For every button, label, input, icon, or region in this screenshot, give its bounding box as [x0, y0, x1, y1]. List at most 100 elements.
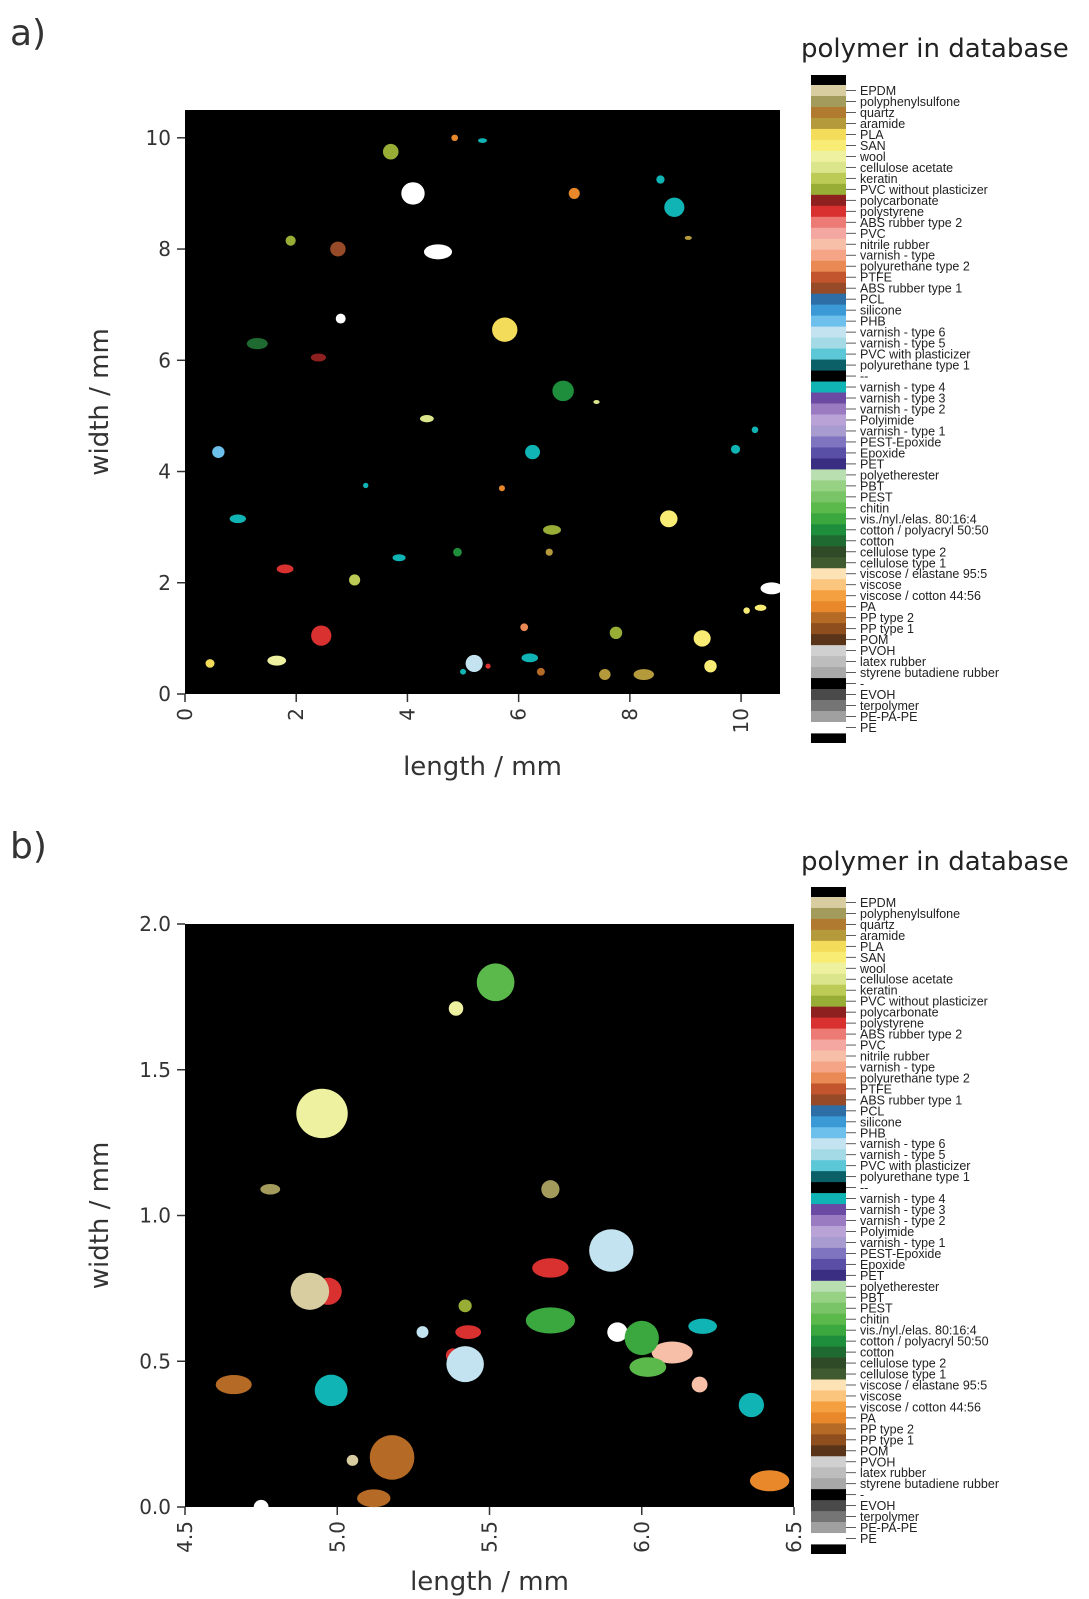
- legend-swatch: [811, 535, 846, 547]
- particle: [349, 574, 361, 586]
- legend-swatch: [811, 1039, 846, 1051]
- legend-swatch: [811, 172, 846, 185]
- particle: [346, 1454, 359, 1466]
- legend-label: PBT: [860, 479, 885, 493]
- legend-swatch: [811, 469, 846, 481]
- legend-swatch: [811, 1500, 846, 1512]
- x-tick-label: 8: [618, 708, 642, 721]
- legend-label: silicone: [860, 1115, 902, 1129]
- x-tick-label: 4.5: [173, 1521, 197, 1553]
- particle: [656, 175, 665, 184]
- legend-swatch: [811, 546, 846, 558]
- panel-label: a): [10, 13, 46, 54]
- legend-swatch: [811, 1478, 846, 1490]
- y-tick-label: 0: [158, 682, 171, 706]
- particle: [532, 1258, 569, 1278]
- legend-swatch: [811, 689, 846, 701]
- legend-swatch: [811, 85, 846, 97]
- legend-swatch: [811, 667, 846, 679]
- legend-label: wool: [859, 150, 886, 164]
- legend-label: PVC: [860, 1039, 886, 1053]
- particle: [476, 963, 515, 1002]
- legend-swatch: [811, 897, 846, 909]
- particle: [416, 1326, 429, 1339]
- legend-swatch: [811, 370, 846, 382]
- legend-swatch: [811, 995, 846, 1008]
- legend-label: polystyrene: [860, 1017, 924, 1031]
- legend-label: EPDM: [860, 896, 896, 910]
- legend-swatch: [811, 1061, 846, 1073]
- particle: [498, 485, 505, 492]
- particle: [492, 317, 518, 342]
- legend-label: cotton / polyacryl 50:50: [860, 523, 989, 537]
- x-tick-label: 5.5: [478, 1521, 502, 1553]
- particle: [660, 510, 678, 528]
- legend-label: Polyimide: [860, 413, 914, 427]
- legend-swatch: [811, 249, 846, 262]
- legend-label: cotton: [860, 1346, 894, 1360]
- legend-label: varnish - type 2: [860, 1214, 946, 1228]
- x-axis-title: length / mm: [403, 752, 562, 782]
- particle: [401, 182, 425, 205]
- legend-label: POM: [860, 1444, 888, 1458]
- legend-label: cellulose type 2: [860, 1357, 946, 1371]
- legend-label: polycarbonate: [860, 1006, 939, 1020]
- particle: [458, 1299, 472, 1313]
- legend-swatch: [811, 907, 846, 920]
- legend-label: PCL: [860, 293, 884, 307]
- plot-area: [185, 924, 794, 1507]
- legend-label: ABS rubber type 2: [860, 1028, 962, 1042]
- legend-label: viscose / elastane 95:5: [860, 1378, 987, 1392]
- particle: [465, 654, 483, 672]
- particle: [541, 1180, 560, 1199]
- legend-swatch: [811, 656, 846, 668]
- particle: [363, 482, 369, 489]
- legend-label: ABS rubber type 1: [860, 1093, 962, 1107]
- legend-label: terpolymer: [860, 1510, 919, 1524]
- legend-label: PP type 1: [860, 622, 914, 636]
- legend-swatch: [811, 425, 846, 437]
- legend-swatch: [811, 1379, 846, 1391]
- legend-label: Epoxide: [860, 446, 905, 460]
- legend-title: polymer in database: [801, 34, 1069, 64]
- legend-swatch: [811, 1511, 846, 1523]
- legend-label: polyphenylsulfone: [860, 907, 960, 921]
- y-tick-label: 2: [158, 571, 171, 595]
- particle: [738, 1392, 765, 1418]
- particle: [760, 582, 783, 595]
- panel-a: a) 0 2 4 6 8 10 0 2 4 6 8 10 length / mm width / mm pol…: [10, 13, 1069, 782]
- legend-swatch: [811, 348, 846, 360]
- legend-label: varnish - type 2: [860, 403, 946, 417]
- y-axis-title: width / mm: [85, 1142, 115, 1290]
- legend-label: cotton / polyacryl 50:50: [860, 1335, 989, 1349]
- legend-label: PVC without plasticizer: [860, 995, 988, 1009]
- legend-label: polyphenylsulfone: [860, 95, 960, 109]
- x-axis-title: length / mm: [410, 1567, 569, 1597]
- legend-swatch: [811, 1280, 846, 1293]
- legend-label: latex rubber: [860, 1466, 926, 1480]
- legend-label: wool: [859, 962, 886, 976]
- legend-label: vis./nyl./elas. 80:16:4: [860, 1324, 977, 1338]
- legend-swatch: [811, 271, 846, 284]
- legend-label: EPDM: [860, 84, 896, 98]
- legend-label: PE-PA-PE: [860, 710, 917, 724]
- legend-swatch: [811, 1533, 846, 1545]
- legend-label: varnish - type 5: [860, 1148, 946, 1162]
- legend-swatch: [811, 1083, 846, 1095]
- x-tick-label: 6: [507, 708, 531, 721]
- y-axis-title: width / mm: [85, 328, 115, 476]
- legend-swatch: [811, 1006, 846, 1019]
- particle: [276, 564, 294, 574]
- particle: [296, 1088, 348, 1139]
- y-tick-label: 0.5: [139, 1349, 171, 1373]
- legend-label: PCL: [860, 1104, 884, 1118]
- legend-swatch: [811, 128, 846, 141]
- y-tick-label: 1.5: [139, 1058, 171, 1082]
- legend-swatch: [811, 359, 846, 371]
- colorbar-cap-top: [811, 887, 846, 897]
- legend-swatch: [811, 1017, 846, 1029]
- y-tick-label: 1.0: [139, 1204, 171, 1228]
- legend-swatch: [811, 282, 846, 295]
- legend-label: varnish - type 4: [860, 1192, 946, 1206]
- legend-label: cotton: [860, 534, 894, 548]
